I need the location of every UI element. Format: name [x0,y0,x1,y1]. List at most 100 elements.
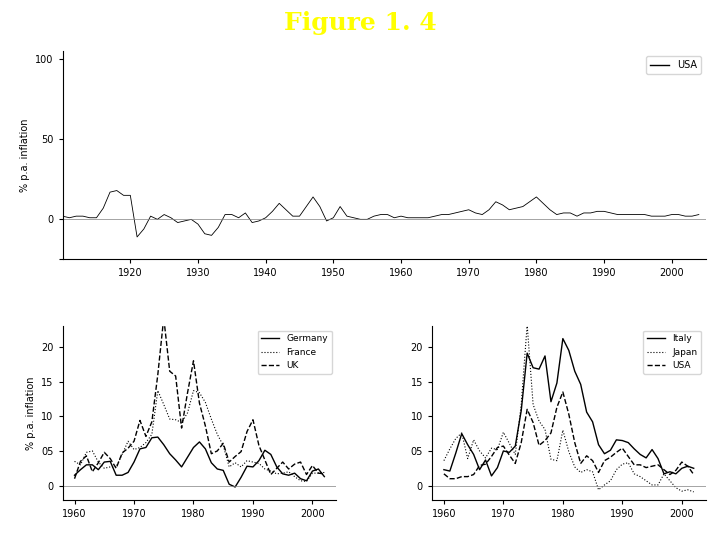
Text: Figure 1. 4: Figure 1. 4 [284,11,436,35]
Bar [0,177,9,195]
Line: Japan: Japan [444,325,693,492]
Italy [541,353,549,359]
Germany [148,435,156,441]
Japan [618,461,626,467]
USA [612,449,621,456]
Japan [552,457,561,464]
USA [541,437,549,444]
Italy [564,347,573,354]
Japan [582,467,591,473]
France [219,442,228,449]
UK [195,400,204,406]
France [255,460,264,467]
Germany [225,481,233,488]
France [225,464,233,470]
Japan [678,488,686,495]
Line: UK: UK [75,318,324,478]
USA [475,462,484,469]
Italy [660,470,668,477]
Japan [594,487,603,493]
Japan [517,401,526,408]
Germany [88,462,96,468]
UK [153,372,162,378]
France [189,387,198,394]
UK [94,460,103,466]
Bar [0,398,9,416]
USA [564,411,573,417]
UK [118,450,127,456]
UK [177,425,186,431]
UK [237,448,246,455]
Bar [0,435,9,453]
Germany [183,454,192,461]
USA [660,467,668,473]
Italy [683,463,692,469]
Germany [207,460,216,466]
Japan [475,448,484,454]
USA [523,406,531,413]
USA [582,453,591,459]
UK [189,357,198,364]
Line: Germany: Germany [75,437,324,487]
Italy [475,467,484,473]
Japan [528,401,537,408]
UK [231,453,240,460]
France [148,431,156,437]
UK [148,418,156,425]
France [302,478,311,485]
Germany [261,447,269,454]
UK [76,458,85,464]
Italy [464,442,472,448]
Italy [689,465,698,471]
Japan [481,455,490,461]
Germany [284,472,293,478]
Y-axis label: % p.a. inflation: % p.a. inflation [26,376,36,450]
Japan [665,477,674,484]
Germany [302,477,311,484]
UK [201,423,210,429]
Japan [588,469,597,475]
France [112,464,120,470]
Germany [76,467,85,473]
Japan [624,460,633,466]
Germany [171,457,180,463]
UK [82,453,91,459]
USA [517,440,526,446]
Germany [296,475,305,482]
Y-axis label: % p.a. inflation: % p.a. inflation [19,119,30,192]
USA [457,474,466,480]
UK [183,389,192,396]
Italy [446,468,454,474]
Legend: Italy, Japan, USA: Italy, Japan, USA [644,330,701,374]
UK [71,475,79,482]
Italy [582,409,591,415]
France [296,477,305,484]
UK [290,461,299,467]
UK [124,445,132,451]
USA [577,460,585,467]
Germany [320,474,328,480]
Italy [546,399,555,405]
Italy [648,447,657,453]
France [243,457,251,464]
France [76,462,85,468]
Japan [511,451,520,458]
UK [296,459,305,465]
USA [678,459,686,465]
USA [505,452,513,458]
Line: France: France [75,390,324,482]
Bar [0,325,9,342]
Japan [546,456,555,463]
Legend: Germany, France, UK: Germany, France, UK [258,330,332,374]
Japan [660,470,668,477]
Germany [243,463,251,469]
Japan [642,477,650,484]
France [290,474,299,480]
Bar [0,214,9,232]
Italy [499,448,508,454]
Japan [636,474,644,480]
Germany [142,444,150,451]
Italy [612,437,621,443]
France [171,416,180,423]
Germany [255,457,264,464]
